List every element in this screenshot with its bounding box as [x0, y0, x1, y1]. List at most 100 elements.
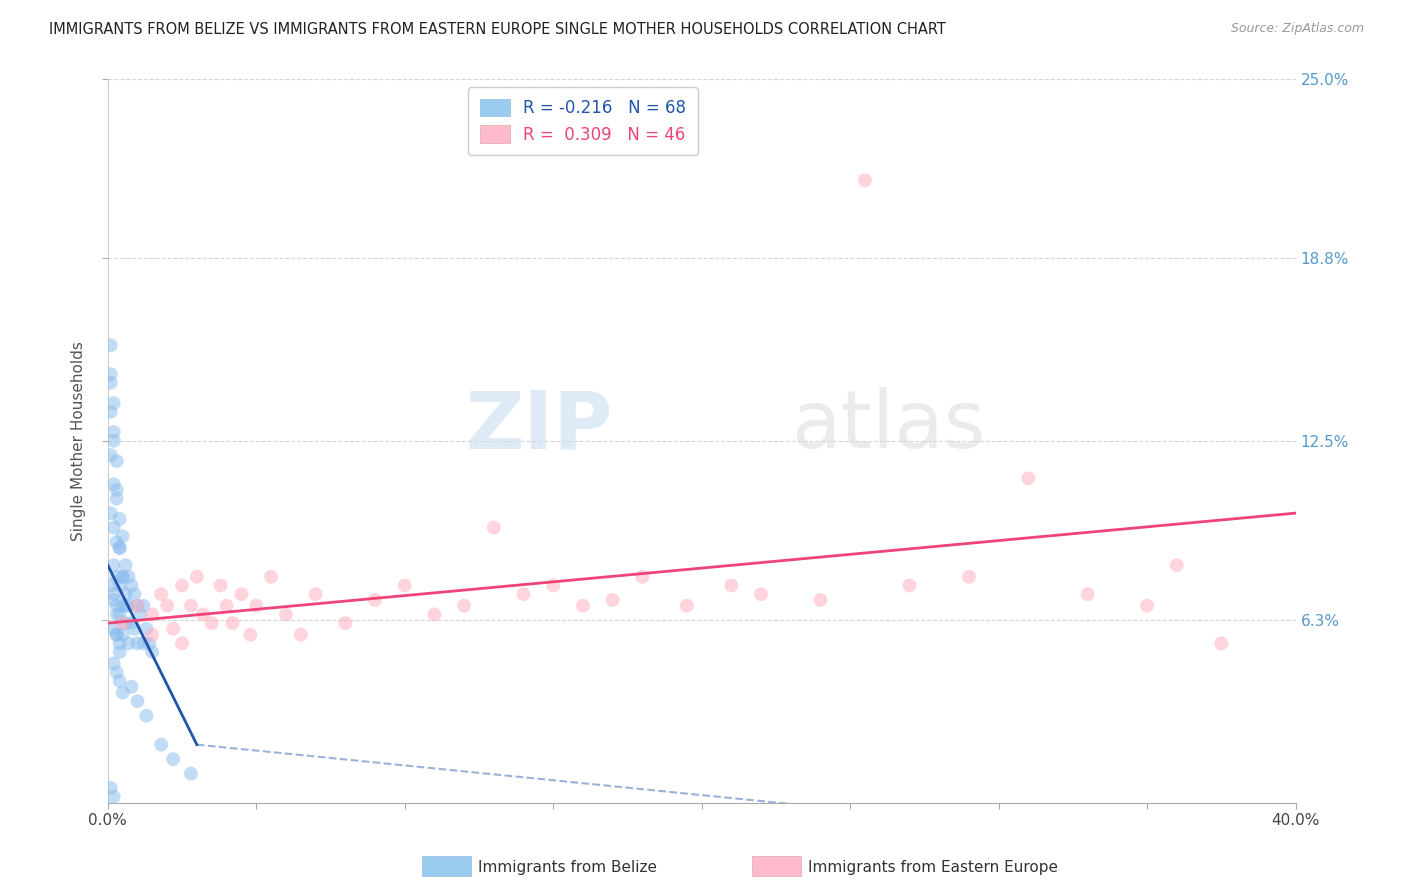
Point — [602, 593, 624, 607]
Point — [423, 607, 446, 622]
Point — [103, 657, 125, 671]
Point — [105, 607, 128, 622]
Point — [111, 570, 134, 584]
Point — [108, 645, 131, 659]
Point — [108, 541, 131, 555]
Legend: R = -0.216   N = 68, R =  0.309   N = 46: R = -0.216 N = 68, R = 0.309 N = 46 — [468, 87, 697, 155]
Point — [111, 685, 134, 699]
Point — [103, 789, 125, 804]
Point — [209, 578, 232, 592]
Text: Immigrants from Belize: Immigrants from Belize — [478, 860, 657, 874]
Point — [108, 607, 131, 622]
Point — [957, 570, 980, 584]
Point — [103, 558, 125, 573]
Point — [132, 636, 155, 650]
Point — [100, 578, 122, 592]
Point — [135, 622, 157, 636]
Point — [105, 535, 128, 549]
Point — [810, 593, 832, 607]
Point — [103, 622, 125, 636]
Point — [121, 616, 143, 631]
Point — [191, 607, 214, 622]
Point — [290, 628, 312, 642]
Point — [124, 622, 146, 636]
Point — [304, 587, 326, 601]
Point — [512, 587, 534, 601]
Point — [162, 622, 184, 636]
Point — [898, 578, 921, 592]
Point — [111, 570, 134, 584]
Text: Immigrants from Eastern Europe: Immigrants from Eastern Europe — [808, 860, 1059, 874]
Point — [180, 766, 202, 780]
Text: Source: ZipAtlas.com: Source: ZipAtlas.com — [1230, 22, 1364, 36]
Point — [105, 454, 128, 468]
Point — [720, 578, 742, 592]
Point — [124, 587, 146, 601]
Point — [121, 578, 143, 592]
Point — [108, 578, 131, 592]
Point — [1136, 599, 1159, 613]
Point — [215, 599, 238, 613]
Point — [105, 570, 128, 584]
Point — [135, 708, 157, 723]
Point — [127, 694, 149, 708]
Y-axis label: Single Mother Households: Single Mother Households — [72, 341, 86, 541]
Point — [108, 636, 131, 650]
Point — [117, 636, 139, 650]
Point — [141, 607, 163, 622]
Text: IMMIGRANTS FROM BELIZE VS IMMIGRANTS FROM EASTERN EUROPE SINGLE MOTHER HOUSEHOLD: IMMIGRANTS FROM BELIZE VS IMMIGRANTS FRO… — [49, 22, 946, 37]
Point — [201, 616, 224, 631]
Point — [117, 599, 139, 613]
Point — [150, 587, 173, 601]
Point — [260, 570, 283, 584]
Point — [245, 599, 267, 613]
Point — [364, 593, 387, 607]
Point — [162, 752, 184, 766]
Point — [1166, 558, 1188, 573]
Point — [105, 483, 128, 497]
Point — [453, 599, 475, 613]
Point — [186, 570, 208, 584]
Point — [221, 616, 243, 631]
Point — [111, 529, 134, 543]
Point — [1017, 471, 1039, 485]
Point — [105, 628, 128, 642]
Point — [114, 587, 136, 601]
Point — [100, 506, 122, 520]
Point — [117, 570, 139, 584]
Point — [572, 599, 595, 613]
Point — [114, 558, 136, 573]
Point — [114, 599, 136, 613]
Point — [1077, 587, 1099, 601]
Point — [105, 491, 128, 506]
Text: ZIP: ZIP — [465, 387, 613, 466]
Point — [103, 396, 125, 410]
Point — [749, 587, 772, 601]
Point — [1211, 636, 1233, 650]
Point — [675, 599, 697, 613]
Point — [100, 338, 122, 352]
Point — [138, 636, 160, 650]
Point — [111, 628, 134, 642]
Point — [631, 570, 654, 584]
Point — [239, 628, 262, 642]
Point — [129, 607, 152, 622]
Point — [103, 425, 125, 439]
Point — [105, 665, 128, 680]
Point — [853, 173, 876, 187]
Point — [100, 367, 122, 381]
Point — [114, 616, 136, 631]
Point — [111, 616, 134, 631]
Point — [100, 780, 122, 795]
Text: atlas: atlas — [790, 387, 986, 466]
Point — [105, 628, 128, 642]
Point — [100, 376, 122, 390]
Point — [274, 607, 297, 622]
Point — [103, 593, 125, 607]
Point — [103, 434, 125, 448]
Point — [231, 587, 253, 601]
Point — [111, 599, 134, 613]
Point — [103, 477, 125, 491]
Point — [127, 599, 149, 613]
Point — [141, 645, 163, 659]
